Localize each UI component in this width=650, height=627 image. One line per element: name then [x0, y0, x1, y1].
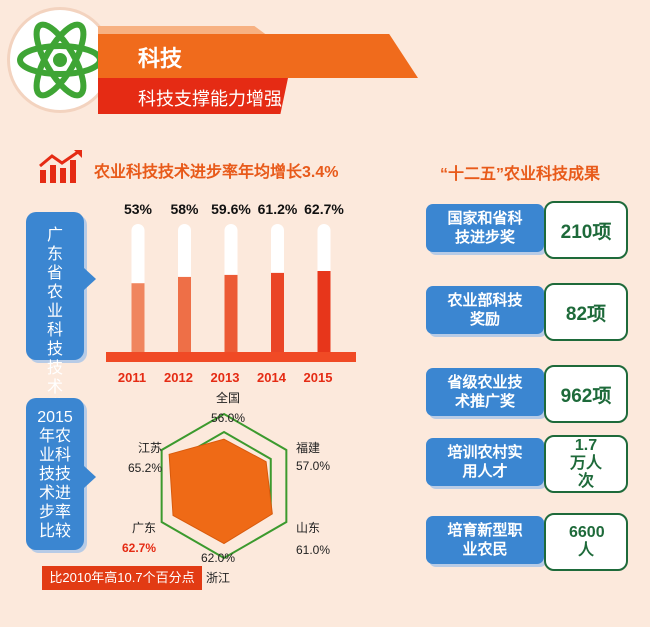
bar-chart: 53% 2011 58% 2012 59.6% 2013 61.2% 2014 62.7% 201… [106, 201, 356, 385]
comparison-note: 比2010年高10.7个百分点 [42, 566, 202, 590]
achievement-value: 82项 [544, 283, 628, 341]
achievement-label: 省级农业技术推广奖 [426, 368, 544, 416]
achievement-value: 962项 [544, 365, 628, 423]
bar-data-label: 59.6% [211, 201, 251, 217]
header-ribbon-accent [98, 26, 268, 36]
radar-axis-label: 山东 [296, 521, 320, 535]
achievement-value-text: 6600人 [569, 524, 605, 559]
achievement-label-text: 国家和省科技进步奖 [447, 210, 523, 246]
achievement-value-text: 962项 [560, 385, 612, 407]
achievement-label: 国家和省科技进步奖 [426, 204, 544, 252]
bar [178, 276, 191, 352]
radar-axis-label: 浙江 [206, 571, 230, 585]
bar-data-label: 61.2% [258, 201, 298, 217]
header-ribbon [98, 34, 418, 78]
radar-value-label: 57.0% [296, 459, 330, 473]
bar [131, 283, 145, 352]
bar [271, 272, 284, 352]
header-emblem [10, 10, 110, 110]
atom-icon [17, 21, 103, 99]
achievement-label-text: 培训农村实用人才 [447, 444, 523, 480]
achievements-heading: “十二五”农业科技成果 [440, 166, 601, 183]
radar-value-label: 65.2% [128, 461, 162, 475]
radar-value-label: 56.0% [211, 411, 245, 425]
radar-value-label: 62.7% [122, 541, 156, 555]
bar-category-label: 2014 [257, 370, 287, 385]
bar-side-label-pointer [84, 268, 96, 290]
achievement-value-text: 82项 [565, 303, 607, 325]
bar [224, 274, 238, 352]
radar-side-label: 2015年农业科技技术进步率比较 [26, 398, 84, 550]
header-subribbon [98, 78, 288, 114]
achievement-value: 1.7万人次 [544, 435, 628, 493]
achievement-label-text: 培育新型职业农民 [447, 522, 523, 558]
achievement-label: 培育新型职业农民 [426, 516, 544, 564]
radar-grid-ring [160, 412, 288, 560]
radar-chart: 全国 56.0% 福建 57.0% 山东 61.0% 浙江 62.0% 广东 62.7% 江苏 65.… [122, 390, 330, 585]
bar-data-label: 62.7% [304, 201, 344, 217]
achievement-value: 210项 [544, 201, 628, 259]
bar-category-label: 2011 [118, 370, 146, 385]
bar [317, 270, 331, 352]
radar-axis-label: 全国 [216, 390, 240, 405]
radar-side-label-pointer [84, 466, 96, 488]
bar-side-label: 广东省农业科技技术进步率 [26, 212, 84, 453]
radar-value-label: 61.0% [296, 543, 330, 557]
achievement-label: 培训农村实用人才 [426, 438, 544, 486]
bar-category-label: 2012 [164, 370, 193, 385]
achievement-value-text: 210项 [560, 221, 612, 243]
radar-side-label-text: 2015年农业科技技术进步率比较 [37, 409, 73, 540]
achievement-label: 农业部科技奖励 [426, 286, 544, 334]
radar-axis-label: 福建 [296, 440, 320, 455]
radar-value-label: 62.0% [201, 551, 235, 565]
page-subtitle: 科技支撑能力增强 [138, 89, 282, 109]
achievement-value: 6600人 [544, 513, 628, 571]
bar-data-label: 58% [170, 201, 199, 217]
bar-baseline [106, 352, 356, 362]
bar-category-label: 2013 [211, 370, 240, 385]
achievement-label-text: 省级农业技术推广奖 [447, 374, 523, 410]
radar-series [168, 438, 273, 545]
bar-chart-heading: 农业科技技术进步率年均增长3.4% [94, 164, 339, 181]
radar-axis-label: 广东 [132, 521, 156, 535]
bar-data-label: 53% [124, 201, 153, 217]
achievement-value-text: 1.7万人次 [569, 437, 602, 490]
achievement-label-text: 农业部科技奖励 [447, 292, 523, 328]
rising-chart-icon [39, 150, 82, 183]
radar-axis-label: 江苏 [138, 441, 162, 455]
page-title: 科技 [138, 46, 183, 71]
bar-category-label: 2015 [304, 370, 333, 385]
